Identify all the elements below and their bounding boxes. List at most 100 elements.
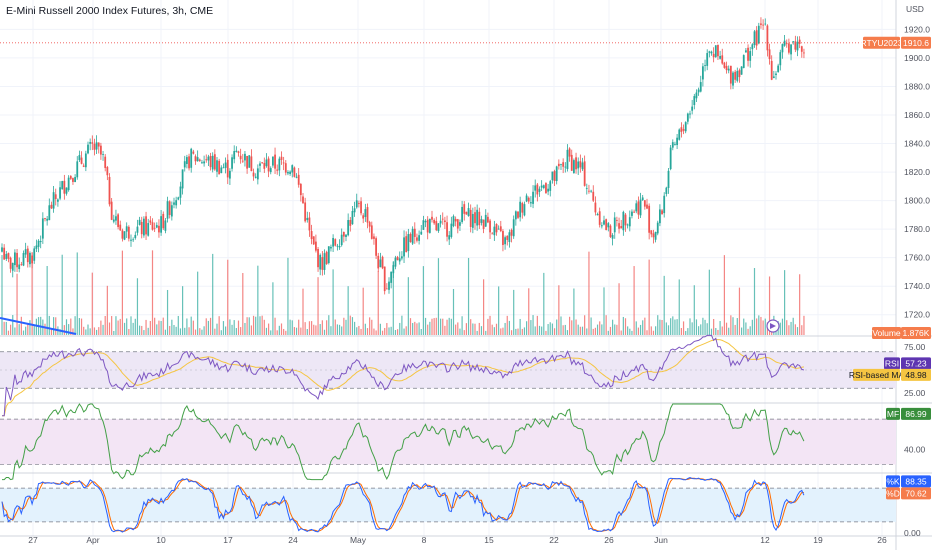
candle-body <box>22 253 25 266</box>
candle-body <box>293 167 296 177</box>
candle-body <box>682 129 685 131</box>
candle-body <box>605 219 608 231</box>
candle-body <box>637 201 640 215</box>
price-candles[interactable] <box>1 17 805 295</box>
volume-bar <box>63 325 65 335</box>
candle-body <box>635 203 638 212</box>
candle-body <box>312 236 315 245</box>
candle-body <box>540 185 543 188</box>
stoch-d-label-tag-bg <box>886 487 900 500</box>
volume-bar <box>98 327 100 335</box>
volume-bar <box>173 325 175 335</box>
volume-bar <box>401 315 403 335</box>
volume-bar <box>536 315 538 335</box>
time-tick-label: 15 <box>484 535 494 545</box>
candle-body <box>628 217 631 227</box>
volume-bar <box>272 282 274 335</box>
volume-bar <box>506 315 508 335</box>
volume-bar <box>429 321 431 335</box>
volume-bar <box>588 251 590 335</box>
volume-bar <box>646 330 648 335</box>
volume-bar <box>470 319 472 335</box>
volume-value-tag-bg <box>901 327 931 339</box>
volume-bar <box>128 328 130 335</box>
volume-bar <box>749 326 751 335</box>
candle-body <box>536 184 539 195</box>
volume-bar <box>147 327 149 335</box>
volume-bar <box>556 319 558 335</box>
candle-body <box>577 161 580 169</box>
candle-body <box>499 226 502 232</box>
volume-bar <box>569 316 571 335</box>
volume-bar <box>725 322 728 335</box>
candle-body <box>29 252 31 265</box>
volume-bar <box>55 317 57 335</box>
volume-bar <box>280 323 283 335</box>
volume-bar <box>338 324 341 335</box>
volume-bar <box>166 289 169 335</box>
volume-bar <box>448 317 450 335</box>
price-axis[interactable]: USD 1720.0 1740.0 1760.0 1780.0 1800.0 1820.0 1… <box>904 4 930 538</box>
volume-bar <box>532 315 534 335</box>
volume-bar <box>741 327 743 335</box>
candle-body <box>319 254 322 270</box>
candle-body <box>248 155 251 168</box>
volume-bar <box>642 320 644 335</box>
candle-body <box>252 172 255 177</box>
volume-bar <box>169 325 171 335</box>
volume-bar <box>209 317 212 335</box>
volume-bar <box>747 328 749 335</box>
volume-bar <box>229 319 231 335</box>
volume-bar <box>515 328 517 335</box>
candle-body <box>471 213 474 228</box>
volume-bar <box>111 316 113 335</box>
price-tick-label: 1780.0 <box>904 224 930 234</box>
volume-bar <box>295 327 298 335</box>
candle-body <box>600 225 603 227</box>
volume-bar <box>665 322 667 335</box>
volume-bar <box>560 316 562 335</box>
candle-body <box>631 211 633 216</box>
volume-bar <box>96 329 98 335</box>
candle-body <box>764 23 767 25</box>
volume-bar <box>562 325 564 335</box>
volume-bar <box>420 329 422 335</box>
candle-body <box>63 180 66 194</box>
candle-body <box>373 236 375 239</box>
candle-body <box>160 216 162 233</box>
candle-body <box>403 237 405 257</box>
volume-bar <box>369 317 371 335</box>
candle-body <box>450 223 453 237</box>
volume-bar <box>594 327 596 335</box>
indicator-bands <box>0 351 896 523</box>
candle-body <box>545 183 547 194</box>
candle-body <box>46 218 49 221</box>
candle-body <box>686 113 689 122</box>
overlay-lines <box>0 42 896 335</box>
volume-bar <box>119 318 121 335</box>
volume-bar <box>758 315 760 335</box>
volume-bar <box>663 275 665 335</box>
rsi-line <box>2 334 805 417</box>
volume-bar <box>171 319 173 335</box>
volume-bar <box>799 274 801 335</box>
volume-bar <box>315 325 317 335</box>
candle-body <box>158 225 160 233</box>
candle-body <box>254 176 257 178</box>
time-axis[interactable]: 27 Apr 10 17 24 May 8 15 22 26 Jun 12 19 26 <box>28 535 887 545</box>
volume-bar <box>83 326 85 335</box>
price-tick-label: 1760.0 <box>904 253 930 263</box>
volume-bar <box>510 330 513 335</box>
candle-body <box>747 47 749 61</box>
candle-body <box>186 157 188 164</box>
candle-body <box>721 55 724 64</box>
volume-bar <box>194 329 197 335</box>
candle-body <box>717 44 719 57</box>
candle-body <box>691 106 694 111</box>
volume-bar <box>549 322 551 335</box>
candle-body <box>170 205 173 217</box>
candle-body <box>239 155 242 160</box>
candle-body <box>736 70 739 81</box>
volume-bar <box>427 324 429 335</box>
